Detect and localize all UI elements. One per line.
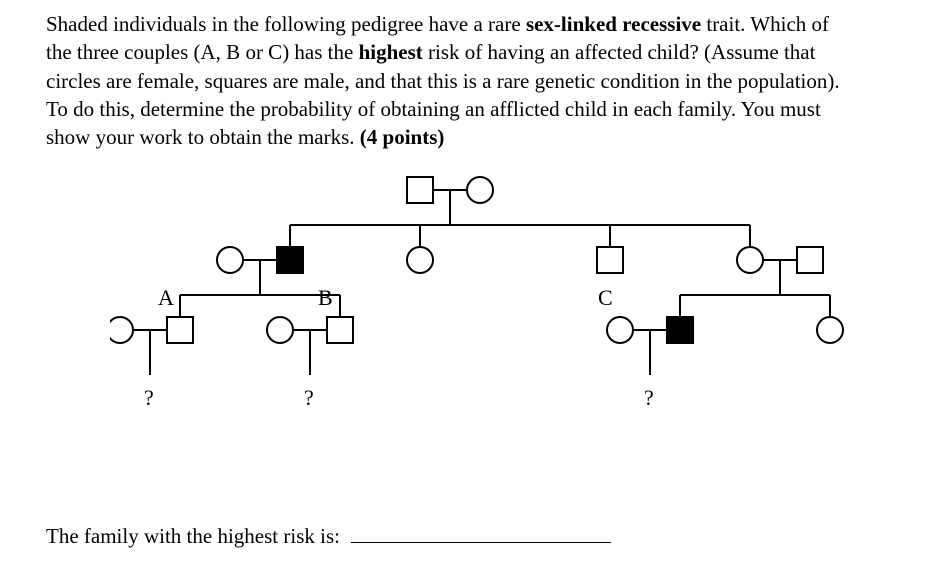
coupleB-question-mark: ?: [304, 385, 314, 410]
label-C: C: [598, 285, 613, 310]
coupleA-question-mark: ?: [144, 385, 154, 410]
gen2-female2-icon: [407, 247, 433, 273]
pedigree-diagram: A B C ? ? ?: [110, 170, 870, 490]
gen2-male1-affected-icon: [277, 247, 303, 273]
coupleA-female-icon: [110, 317, 133, 343]
gen1-female-icon: [467, 177, 493, 203]
question-text: Shaded individuals in the following pedi…: [46, 10, 916, 152]
answer-prompt-text: The family with the highest risk is:: [46, 524, 340, 548]
coupleB-male-icon: [327, 317, 353, 343]
coupleC-male-affected-icon: [667, 317, 693, 343]
gen2-female4-icon: [737, 247, 763, 273]
question-line-2: the three couples (A, B or C) has the hi…: [46, 38, 916, 66]
question-line-1: Shaded individuals in the following pedi…: [46, 10, 916, 38]
gen2-male3-icon: [597, 247, 623, 273]
answer-prompt: The family with the highest risk is:: [46, 522, 611, 550]
coupleC-question-mark: ?: [644, 385, 654, 410]
coupleC-female-icon: [607, 317, 633, 343]
coupleB-female-icon: [267, 317, 293, 343]
gen1-male-icon: [407, 177, 433, 203]
question-line-3: circles are female, squares are male, an…: [46, 67, 916, 95]
label-A: A: [158, 285, 174, 310]
gen2-spouse4-male-icon: [797, 247, 823, 273]
question-line-5: show your work to obtain the marks. (4 p…: [46, 123, 916, 151]
answer-blank-line: [351, 542, 611, 543]
question-line-4: To do this, determine the probability of…: [46, 95, 916, 123]
gen3-female-right-icon: [817, 317, 843, 343]
gen2-spouse1-female-icon: [217, 247, 243, 273]
coupleA-male-icon: [167, 317, 193, 343]
label-B: B: [318, 285, 333, 310]
